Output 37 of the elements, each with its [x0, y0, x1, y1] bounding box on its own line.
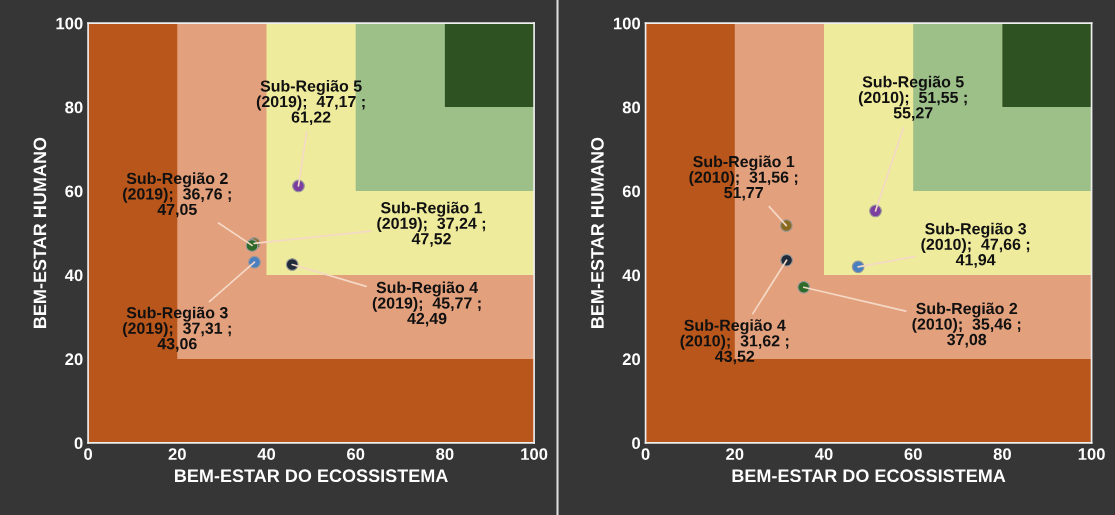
annotation: Sub-Região 5 (2019); 47,17 ; 61,22 [256, 79, 365, 126]
y-tick-label: 40 [64, 269, 83, 282]
x-tick-label: 100 [521, 448, 548, 460]
x-tick-label: 100 [1078, 448, 1105, 460]
y-tick-label: 20 [65, 353, 83, 366]
x-tick-label: 40 [257, 448, 276, 460]
annotation: Sub-Região 3 (2010); 47,66 ; 41,94 [921, 222, 1030, 268]
annotation: Sub-Região 4 (2019); 45,77 ; 42,49 [372, 281, 481, 327]
annotation: Sub-Região 2 (2010); 35,46 ; 37,08 [912, 302, 1021, 348]
point [797, 280, 811, 294]
point [780, 253, 793, 267]
y-tick-label: 100 [56, 17, 83, 30]
x-tick-label: 0 [641, 448, 650, 460]
x-tick-label: 20 [168, 448, 186, 460]
y-tick-label: 100 [613, 17, 641, 30]
y-tick-label: 0 [632, 437, 641, 450]
point [248, 255, 261, 269]
y-axis-title: BEM-ESTAR HUMANO [591, 137, 604, 328]
y-tick-label: 40 [622, 269, 641, 282]
x-tick-label: 20 [726, 448, 744, 460]
x-axis-title: BEM-ESTAR DO ECOSSISTEMA [732, 469, 1006, 483]
y-tick-label: 20 [622, 353, 641, 366]
annotation: Sub-Região 5 (2010); 51,55 ; 55,27 [858, 75, 967, 121]
y-tick-label: 60 [65, 185, 83, 198]
x-tick-label: 60 [347, 448, 365, 460]
y-tick-label: 80 [622, 101, 641, 114]
x-tick-label: 40 [814, 448, 833, 460]
x-tick-label: 80 [993, 448, 1011, 460]
y-tick-label: 60 [622, 185, 641, 198]
y-axis-title: BEM-ESTAR HUMANO [33, 137, 47, 328]
x-tick-label: 80 [436, 448, 454, 460]
x-tick-label: 60 [904, 448, 922, 460]
x-tick-label: 0 [84, 448, 93, 460]
y-tick-label: 0 [74, 437, 83, 450]
y-tick-label: 80 [65, 101, 83, 114]
x-axis-title: BEM-ESTAR DO ECOSSISTEMA [175, 469, 448, 483]
annotation: Sub-Região 1 (2019); 37,24 ; 47,52 [377, 201, 486, 247]
